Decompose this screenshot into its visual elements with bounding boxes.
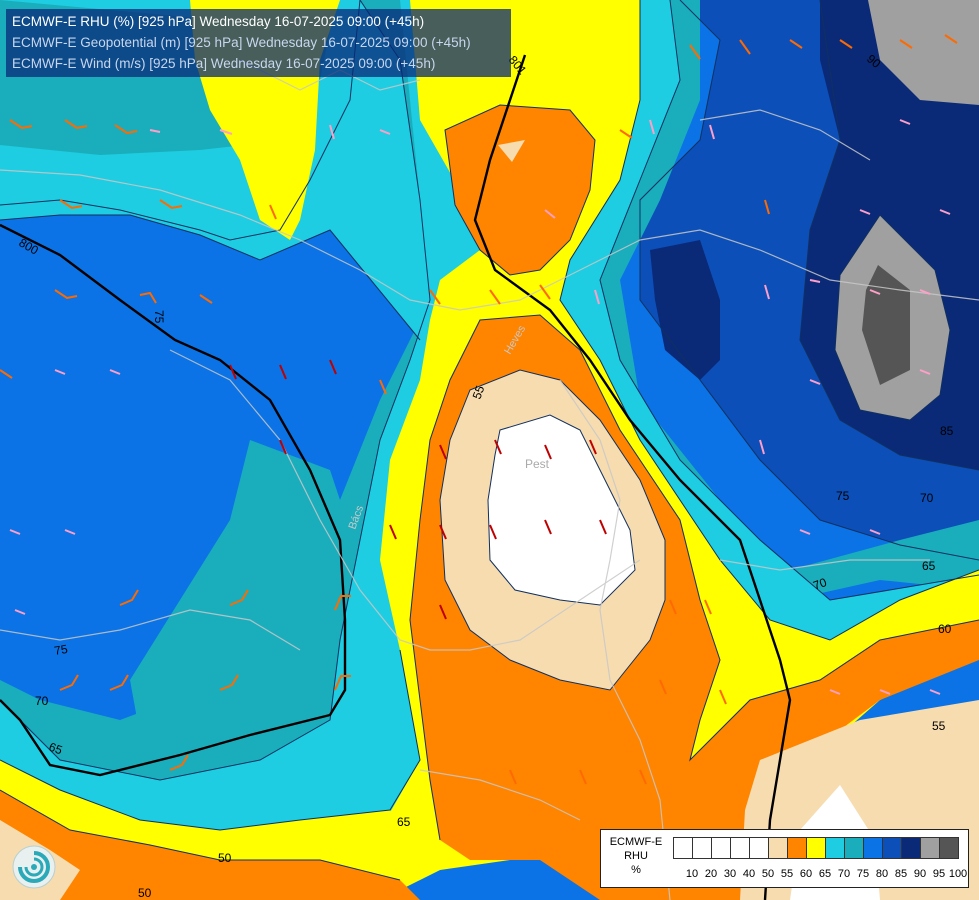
legend-swatch — [692, 837, 712, 859]
rhu-field-100 — [862, 265, 910, 385]
map-header: ECMWF-E RHU (%) [925 hPa] Wednesday 16-0… — [6, 9, 511, 77]
contour-label-75-b: 70 — [35, 694, 49, 708]
rhu-field-50-center — [488, 415, 635, 605]
legend-tick-label: 70 — [837, 868, 851, 880]
legend-tick-label: 55 — [780, 868, 794, 880]
contour-label-55-a: 55 — [470, 383, 488, 401]
legend-title-model: ECMWF-E — [609, 836, 663, 848]
rhu-field-60-north — [445, 105, 595, 275]
legend-tick-label: 50 — [761, 868, 775, 880]
rhu-field-75-mid — [130, 440, 360, 760]
wind-barbs — [0, 34, 958, 785]
legend-tick-label: 10 — [685, 868, 699, 880]
legend-title: ECMWF-E RHU % — [605, 835, 667, 877]
contour-label-50-b: 50 — [138, 886, 152, 900]
rhu-contour-lines — [0, 0, 979, 881]
legend-swatch — [787, 837, 807, 859]
header-rhu-title: ECMWF-E RHU (%) [925 hPa] Wednesday 16-0… — [12, 14, 425, 29]
contour-label-85: 85 — [940, 424, 954, 438]
contour-label-80-c: 75 — [53, 642, 69, 658]
legend-tick-label: 95 — [932, 868, 946, 880]
legend-swatch — [825, 837, 845, 859]
legend-tick-label: 65 — [818, 868, 832, 880]
city-label-pest: Pest — [525, 457, 550, 471]
contour-label-80-b: 75 — [836, 489, 850, 503]
legend-swatch — [730, 837, 750, 859]
legend-tick-label: 20 — [704, 868, 718, 880]
legend-tick-label: 90 — [913, 868, 927, 880]
contour-label-70: 70 — [811, 575, 829, 593]
rhu-field-60-south — [0, 790, 420, 900]
geopotential-lines — [0, 54, 792, 900]
contour-label-80-a: 75 — [152, 310, 166, 324]
legend-swatch — [768, 837, 788, 859]
rhu-field-95 — [868, 0, 979, 105]
legend-swatch — [863, 837, 883, 859]
legend-tick-label: 80 — [875, 868, 889, 880]
legend-swatch — [844, 837, 864, 859]
rhu-field-85-inner — [650, 240, 720, 380]
logo-icon — [12, 845, 56, 889]
legend-swatch — [882, 837, 902, 859]
legend-swatch — [749, 837, 769, 859]
header-wind-title: ECMWF-E Wind (m/s) [925 hPa] Wednesday 1… — [12, 56, 436, 71]
contour-label-75: 70 — [920, 491, 934, 505]
legend-swatch — [939, 837, 959, 859]
legend-swatch — [920, 837, 940, 859]
rhu-field-55-n — [498, 140, 525, 162]
legend-swatch — [806, 837, 826, 859]
rhu-legend: ECMWF-E RHU % 10 20 30 40 50 55 60 65 70 75 80 85 90… — [600, 829, 969, 888]
legend-tick-label: 75 — [856, 868, 870, 880]
legend-tick-label: 100 — [948, 868, 968, 880]
legend-title-unit: % — [631, 864, 641, 876]
legend-swatch — [901, 837, 921, 859]
contour-label-50-a: 50 — [218, 851, 232, 865]
legend-swatch — [673, 837, 693, 859]
legend-tick-label: 30 — [723, 868, 737, 880]
legend-tick-label: 60 — [799, 868, 813, 880]
header-geopotential-title: ECMWF-E Geopotential (m) [925 hPa] Wedne… — [12, 35, 471, 50]
contour-label-60: 60 — [938, 622, 952, 636]
contour-label-55-b: 55 — [932, 719, 946, 733]
boundary-lines — [0, 59, 979, 900]
legend-title-variable: RHU — [624, 850, 648, 862]
legend-swatch — [711, 837, 731, 859]
legend-tick-label: 40 — [742, 868, 756, 880]
contour-label-65: 65 — [922, 559, 936, 573]
contour-label-65-b: 65 — [397, 815, 411, 829]
legend-tick-label: 85 — [894, 868, 908, 880]
rhu-field-70-north — [0, 0, 430, 340]
contour-label-70-b: 65 — [47, 740, 65, 758]
